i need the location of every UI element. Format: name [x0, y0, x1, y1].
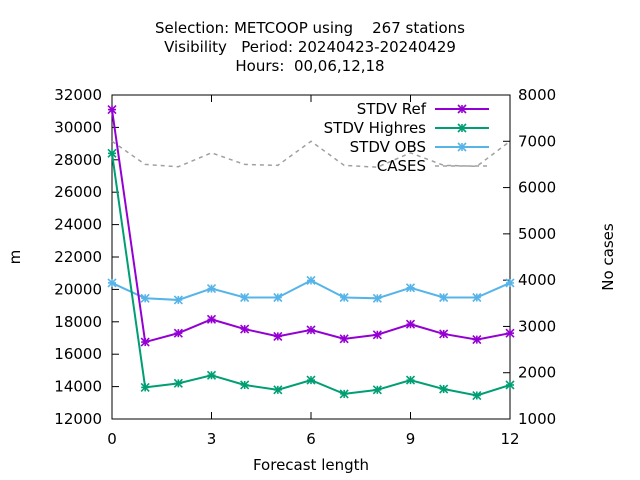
data-point [505, 278, 515, 288]
y2-tick-label: 2000 [518, 364, 556, 382]
x-tick-label: 9 [406, 430, 416, 448]
legend-label: CASES [377, 157, 426, 175]
data-point [306, 325, 316, 335]
ticks-layer: 1200014000160001800020000220002400026000… [54, 86, 556, 448]
y2-tick-label: 6000 [518, 179, 556, 197]
data-point [140, 293, 150, 303]
y-tick-label: 12000 [54, 410, 102, 428]
data-point [405, 283, 416, 293]
series-layer [107, 105, 515, 401]
plot-frame [111, 94, 511, 420]
data-point [206, 314, 217, 324]
y-tick-label: 16000 [54, 345, 102, 363]
title-line: Hours: 00,06,12,18 [235, 57, 384, 75]
legend-label: STDV OBS [350, 138, 426, 156]
y-tick-label: 20000 [54, 280, 102, 298]
x-tick-label: 6 [306, 430, 316, 448]
y-tick-label: 24000 [54, 216, 102, 234]
data-point [472, 335, 482, 345]
y2-tick-label: 1000 [518, 410, 556, 428]
data-point [306, 375, 316, 385]
data-point [372, 293, 382, 303]
data-point [405, 375, 416, 385]
x-tick-label: 3 [207, 430, 217, 448]
data-point [273, 331, 283, 341]
data-point [439, 292, 449, 303]
data-point [107, 148, 117, 158]
data-point [505, 380, 515, 390]
data-point [472, 292, 482, 303]
data-point [140, 382, 150, 392]
y-axis-label: m [6, 250, 24, 265]
y2-tick-label: 7000 [518, 132, 556, 150]
data-point [173, 328, 183, 338]
x-tick-label: 12 [500, 430, 519, 448]
data-point [372, 385, 382, 395]
data-point [405, 319, 416, 329]
data-point [273, 292, 283, 303]
data-point [240, 324, 250, 334]
legend-label: STDV Highres [324, 119, 427, 137]
data-point [339, 389, 349, 399]
y2-tick-label: 5000 [518, 225, 556, 243]
data-point [173, 378, 183, 388]
y2-tick-label: 3000 [518, 317, 556, 335]
data-point [339, 334, 349, 344]
data-point [206, 370, 217, 380]
y2-tick-label: 4000 [518, 271, 556, 289]
legend-marker [457, 123, 467, 133]
data-point [505, 328, 515, 338]
x-tick-label: 0 [107, 430, 117, 448]
data-point [472, 390, 482, 401]
data-point [439, 329, 449, 339]
y-tick-label: 18000 [54, 313, 102, 331]
legend-marker [457, 104, 467, 114]
y-tick-label: 30000 [54, 118, 102, 136]
y-tick-label: 22000 [54, 248, 102, 266]
data-point [240, 380, 250, 390]
title-line: Visibility Period: 20240423-20240429 [164, 38, 456, 56]
data-point [439, 384, 449, 394]
chart-title: Selection: METCOOP using 267 stationsVis… [155, 19, 465, 75]
series-line-3 [111, 140, 511, 168]
y2-axis-label: No cases [599, 223, 617, 291]
data-point [339, 292, 349, 303]
series-line-1 [111, 153, 511, 397]
data-point [372, 330, 382, 340]
title-line: Selection: METCOOP using 267 stations [155, 19, 465, 37]
y-tick-label: 28000 [54, 151, 102, 169]
data-point [173, 295, 183, 305]
y-tick-label: 26000 [54, 183, 102, 201]
data-point [140, 337, 150, 347]
legend-marker [457, 142, 467, 152]
series-line-0 [111, 109, 511, 344]
data-point [107, 105, 117, 115]
x-axis-label: Forecast length [253, 456, 369, 474]
data-point [206, 284, 217, 294]
y-tick-label: 32000 [54, 86, 102, 104]
data-point [273, 385, 283, 395]
data-point [107, 278, 117, 288]
data-point [240, 292, 250, 303]
y2-tick-label: 8000 [518, 86, 556, 104]
legend-label: STDV Ref [357, 100, 427, 118]
y-tick-label: 14000 [54, 378, 102, 396]
data-point [306, 275, 316, 286]
